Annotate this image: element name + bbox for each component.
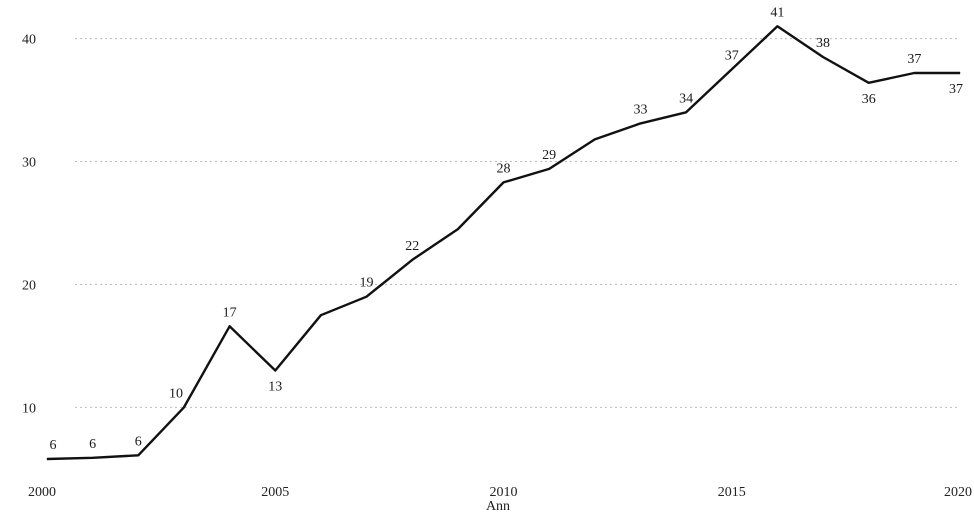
data-point [776,25,778,27]
y-tick-label: 30 [22,156,36,171]
data-label: 33 [633,102,647,117]
data-point [959,72,961,74]
data-point [92,457,94,459]
data-labels: 6 6 6 10 17 13 19 22 28 29 33 34 37 41 38 36 37 37 [50,5,964,453]
series-line [46,25,960,461]
data-point [411,259,413,261]
y-tick-label: 40 [22,33,36,48]
data-point [274,370,276,372]
data-point [366,296,368,298]
data-point [137,454,139,456]
data-label: 6 [89,437,96,452]
data-label: 19 [360,276,374,291]
data-label: 37 [949,82,963,97]
data-label: 6 [50,438,57,453]
x-axis-title: Ann [486,499,510,513]
data-label: 38 [816,36,830,51]
data-label: 17 [223,305,237,320]
y-tick-label: 20 [22,278,36,293]
x-tick-label: 2005 [261,485,289,500]
data-point [685,111,687,113]
x-tick-label: 2015 [718,485,746,500]
data-point [868,82,870,84]
data-label: 10 [169,386,183,401]
data-label: 37 [725,48,739,63]
data-label: 41 [770,5,784,20]
grid-layer [75,38,960,408]
data-label: 6 [135,434,142,449]
data-point [639,122,641,124]
data-point [503,181,504,183]
series-layer [46,25,961,461]
x-tick-label: 2020 [944,485,972,500]
data-label: 36 [862,92,876,107]
data-label: 37 [907,52,921,67]
x-axis-ticks: 2000 2005 2010 2015 2020 [28,485,972,500]
data-point [822,56,824,58]
data-point [457,228,459,230]
data-point [548,168,550,170]
data-point [46,458,48,460]
data-point [731,68,733,70]
data-label: 29 [542,148,556,163]
y-axis-ticks: 10 20 30 40 [22,33,36,417]
x-tick-label: 2010 [490,485,518,500]
x-tick-label: 2000 [28,485,56,500]
data-label: 34 [679,91,693,106]
data-point [320,314,322,316]
data-label: 28 [497,161,511,176]
data-point [913,72,915,74]
data-point [229,325,231,327]
data-label: 22 [405,239,419,254]
y-tick-label: 10 [22,401,36,416]
data-point [183,406,185,408]
data-label: 13 [268,380,282,395]
data-point [594,138,596,140]
